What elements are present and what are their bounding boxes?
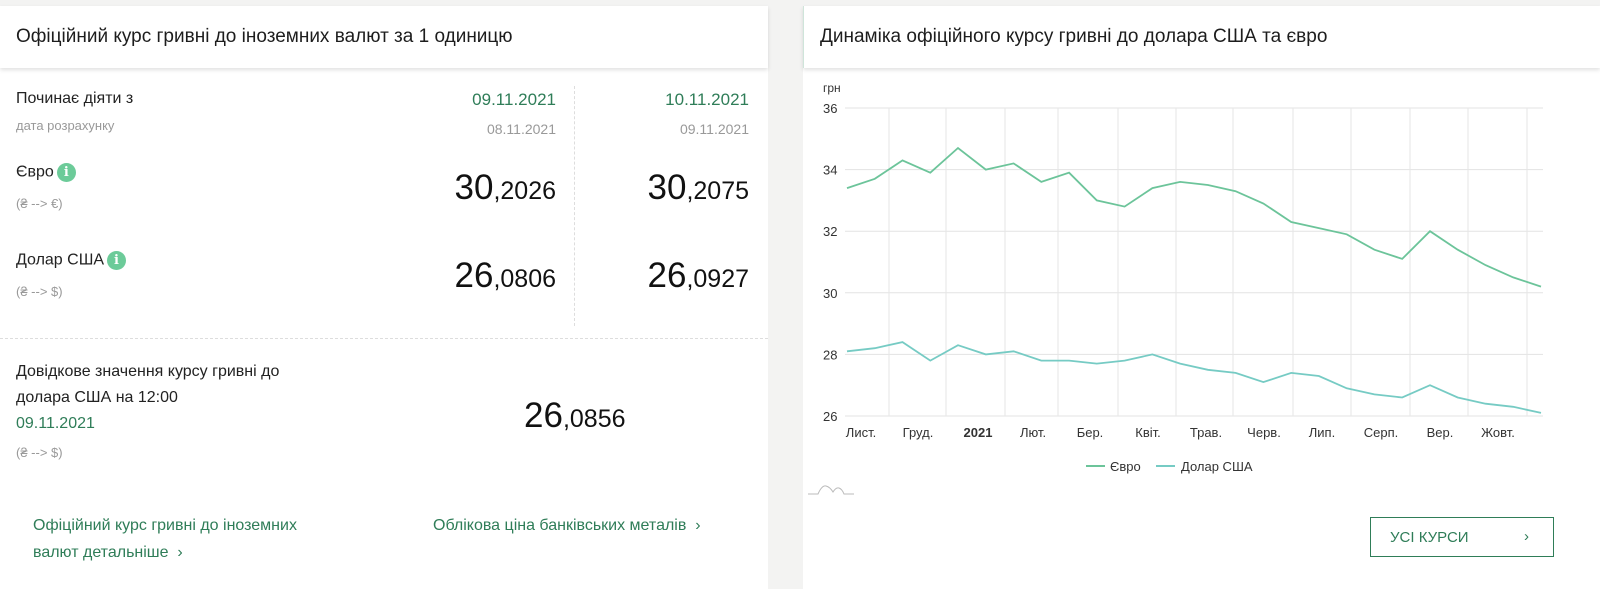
svg-text:Трав.: Трав. <box>1190 425 1222 440</box>
svg-text:Лип.: Лип. <box>1309 425 1335 440</box>
svg-text:28: 28 <box>823 347 837 362</box>
chevron-right-icon: › <box>177 544 183 561</box>
info-icon[interactable]: i <box>107 251 127 270</box>
svg-text:Євро: Євро <box>1110 459 1141 474</box>
reference-date: 09.11.2021 <box>16 415 95 432</box>
euro-rate-col2: 30,2075 <box>647 168 750 207</box>
column-divider <box>574 86 575 326</box>
rates-dynamics-card: Динаміка офіційного курсу гривні до дола… <box>803 6 1600 589</box>
chart-grid <box>845 107 1543 417</box>
metals-link[interactable]: Облікова ціна банківських металів › <box>433 517 701 534</box>
svg-text:грн: грн <box>823 81 841 95</box>
rates-line-chart[interactable]: 26 28 30 32 34 36 грн Лист. Груд. 2021 Лют. Бер. Кв… <box>803 6 1600 589</box>
effective-date-col2: 10.11.2021 <box>665 90 749 109</box>
effective-date-label: Починає діяти з <box>16 90 134 107</box>
svg-text:Черв.: Черв. <box>1247 425 1281 440</box>
all-rates-button[interactable]: УСІ КУРСИ › <box>1370 517 1554 557</box>
usd-direction: (₴ --> $) <box>16 284 63 299</box>
currency-usd-label: Долар США <box>16 251 105 269</box>
svg-text:34: 34 <box>823 163 837 178</box>
svg-text:Долар США: Долар США <box>1181 459 1253 474</box>
svg-text:2021: 2021 <box>964 425 993 440</box>
x-axis: Лист. Груд. 2021 Лют. Бер. Квіт. Трав. Черв. Лип… <box>846 425 1515 440</box>
official-rates-card: Офіційний курс гривні до іноземних валют… <box>0 6 768 589</box>
euro-direction: (₴ --> €) <box>16 196 63 211</box>
section-divider <box>0 338 768 339</box>
official-rates-title: Офіційний курс гривні до іноземних валют… <box>0 6 768 68</box>
calc-date-label: дата розрахунку <box>16 118 115 133</box>
svg-text:Вер.: Вер. <box>1427 425 1454 440</box>
svg-text:Лист.: Лист. <box>846 425 876 440</box>
svg-text:32: 32 <box>823 224 837 239</box>
calc-date-col2: 09.11.2021 <box>679 121 749 137</box>
svg-text:Серп.: Серп. <box>1364 425 1399 440</box>
usd-series-line <box>846 341 1542 414</box>
info-icon[interactable]: i <box>56 163 76 182</box>
svg-text:Жовт.: Жовт. <box>1481 425 1515 440</box>
svg-text:Лют.: Лют. <box>1020 425 1046 440</box>
chevron-right-icon: › <box>1524 528 1529 545</box>
calc-date-col1: 08.11.2021 <box>486 121 556 137</box>
reference-direction: (₴ --> $) <box>16 445 63 460</box>
svg-text:30: 30 <box>823 286 837 301</box>
y-axis: 26 28 30 32 34 36 грн <box>823 81 841 424</box>
usd-rate-col1: 26,0806 <box>454 256 557 295</box>
svg-text:36: 36 <box>823 101 837 116</box>
svg-text:Квіт.: Квіт. <box>1135 425 1161 440</box>
currency-euro-label: Євро <box>16 163 54 181</box>
svg-text:26: 26 <box>823 409 837 424</box>
reference-label: Довідкове значення курсу гривні до долар… <box>16 359 279 437</box>
currency-euro: Євро i <box>16 163 76 182</box>
euro-rate-col1: 30,2026 <box>454 168 557 207</box>
navigator-icon <box>808 485 854 495</box>
reference-rate: 26,0856 <box>524 396 626 435</box>
euro-series-line <box>846 146 1542 288</box>
dynamics-title: Динаміка офіційного курсу гривні до дола… <box>803 6 1600 68</box>
effective-date-col1: 09.11.2021 <box>472 90 556 109</box>
chevron-right-icon: › <box>695 517 701 534</box>
svg-text:Бер.: Бер. <box>1077 425 1104 440</box>
usd-rate-col2: 26,0927 <box>647 256 750 295</box>
svg-text:Груд.: Груд. <box>903 425 934 440</box>
currency-usd: Долар США i <box>16 251 127 270</box>
chart-legend: Євро Долар США <box>1086 459 1253 474</box>
details-link[interactable]: Офіційний курс гривні до іноземних валют… <box>33 517 297 561</box>
